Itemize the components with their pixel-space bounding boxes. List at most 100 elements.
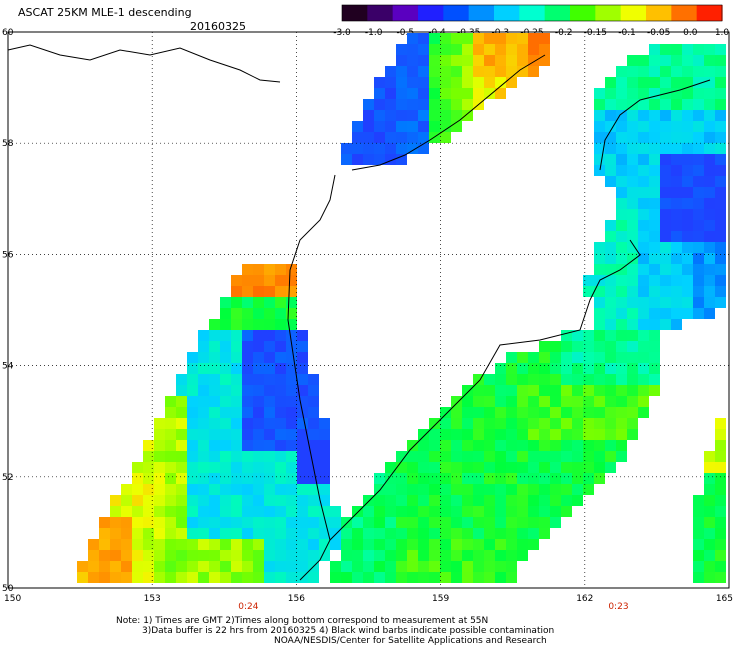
west-swath-cell [165,473,176,484]
north-swath-cell [473,88,484,99]
center-swath-cell [473,451,484,462]
lat-tick-label: 52 [2,473,13,483]
center-swath-cell [418,473,429,484]
west-swath-cell [209,528,220,539]
east-swath-cell [715,55,726,66]
center-swath-cell [616,341,627,352]
west-swath-cell [275,550,286,561]
west-swath-cell [242,506,253,517]
lat-tick-label: 60 [2,28,14,38]
east-swath-cell [616,154,627,165]
north-swath-cell [528,55,539,66]
north-swath-cell [440,66,451,77]
west-swath-cell [220,561,231,572]
center-swath-cell [506,506,517,517]
east-swath-cell [638,66,649,77]
north-swath-cell [385,77,396,88]
east-swath-cell [649,55,660,66]
east-swath-cell [638,308,649,319]
west-swath-cell [297,462,308,473]
north-swath-cell [374,132,385,143]
center-swath-cell [539,462,550,473]
center-swath-cell [418,451,429,462]
center-swath-cell [539,528,550,539]
west-swath-cell [297,418,308,429]
east-swath-cell [649,44,660,55]
center-swath-cell [638,407,649,418]
west-swath-cell [209,319,220,330]
center-swath-cell [616,374,627,385]
center-swath-cell [539,484,550,495]
center-swath-cell [638,330,649,341]
east-swath-cell [594,286,605,297]
center-swath-cell [462,407,473,418]
southeast-swath-cell [704,473,715,484]
center-swath-cell [462,539,473,550]
east-swath-cell [649,242,660,253]
west-swath-cell [165,418,176,429]
west-swath-cell [187,407,198,418]
west-swath-cell [286,319,297,330]
west-swath-cell [253,561,264,572]
west-swath-cell [231,407,242,418]
east-swath-cell [671,187,682,198]
north-swath-cell [341,154,352,165]
west-swath-cell [242,407,253,418]
north-swath-cell [462,77,473,88]
center-swath-cell [550,374,561,385]
center-swath-cell [616,407,627,418]
east-swath-cell [627,110,638,121]
west-swath-cell [264,308,275,319]
east-swath-cell [616,143,627,154]
west-swath-cell [209,418,220,429]
west-swath-cell [165,451,176,462]
west-swath-cell [220,506,231,517]
west-swath-cell [275,330,286,341]
west-swath-cell [242,385,253,396]
east-swath-cell [649,297,660,308]
center-swath-cell [440,484,451,495]
center-swath-cell [396,539,407,550]
east-swath-cell [682,99,693,110]
center-swath-cell [352,572,363,583]
center-swath-cell [539,396,550,407]
east-swath-cell [649,253,660,264]
west-swath-cell [231,506,242,517]
west-swath-cell [286,418,297,429]
west-swath-cell [143,484,154,495]
east-swath-cell [627,165,638,176]
west-swath-cell [220,495,231,506]
east-swath-cell [594,308,605,319]
east-swath-cell [583,275,594,286]
center-swath-cell [341,539,352,550]
center-swath-cell [506,550,517,561]
north-swath-cell [473,66,484,77]
center-swath-cell [506,495,517,506]
north-swath-cell [462,66,473,77]
center-swath-cell [572,396,583,407]
center-swath-cell [484,407,495,418]
center-swath-cell [517,539,528,550]
center-swath-cell [583,374,594,385]
west-swath-cell [319,517,330,528]
north-swath-cell [462,99,473,110]
west-swath-cell [209,407,220,418]
west-swath-cell [242,539,253,550]
west-swath-cell [319,484,330,495]
center-swath-cell [385,473,396,484]
west-swath-cell [198,341,209,352]
east-swath-cell [616,110,627,121]
colorbar-swatch [367,5,394,21]
east-swath-cell [627,121,638,132]
west-swath-cell [165,495,176,506]
center-swath-cell [484,462,495,473]
east-swath-cell [715,176,726,187]
east-swath-cell [682,198,693,209]
west-swath-cell [253,264,264,275]
east-swath-cell [638,154,649,165]
north-swath-cell [539,55,550,66]
north-swath-cell [396,99,407,110]
west-swath-cell [242,396,253,407]
center-swath-cell [528,473,539,484]
east-swath-cell [649,187,660,198]
